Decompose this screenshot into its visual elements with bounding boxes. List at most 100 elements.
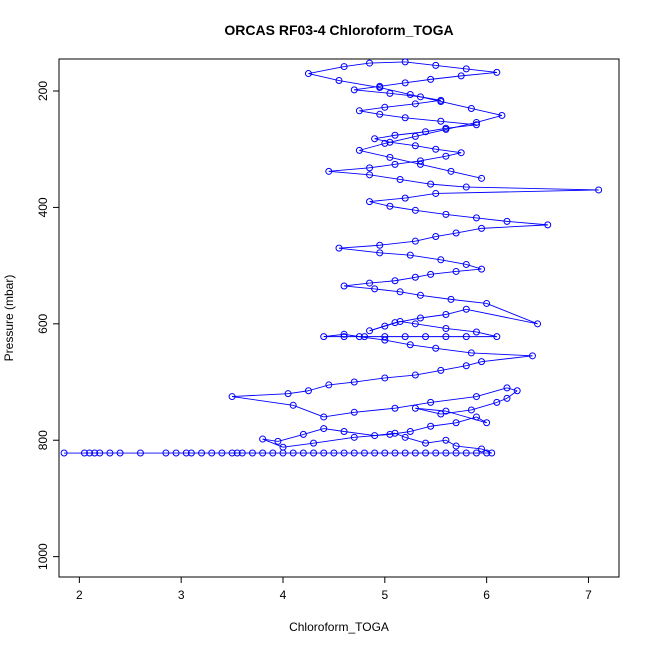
series-segment	[486, 303, 538, 325]
data-point	[467, 406, 475, 414]
data-point	[411, 273, 419, 281]
data-point	[452, 419, 460, 427]
series-segment	[344, 285, 375, 290]
data-point	[391, 277, 399, 285]
data-point	[60, 449, 68, 457]
data-point	[284, 390, 292, 398]
data-point	[366, 327, 374, 335]
data-point	[360, 449, 368, 457]
data-point	[462, 183, 470, 191]
series-segment	[481, 224, 548, 229]
data-point	[406, 427, 414, 435]
data-point	[478, 265, 486, 273]
series-segment	[445, 124, 477, 129]
series-segment	[394, 401, 431, 409]
data-point	[478, 358, 486, 366]
data-point	[457, 72, 465, 80]
data-point	[503, 394, 511, 402]
data-point	[371, 285, 379, 293]
data-point	[350, 433, 358, 441]
series-segment	[420, 163, 452, 172]
data-point	[472, 121, 480, 129]
data-point	[330, 449, 338, 457]
data-point	[401, 79, 409, 87]
data-point	[187, 449, 195, 457]
data-point	[366, 279, 374, 287]
data-point	[457, 149, 465, 157]
data-point	[335, 77, 343, 85]
series-segment	[359, 142, 385, 151]
data-point	[274, 437, 282, 445]
data-point	[447, 167, 455, 175]
series-segment	[369, 61, 406, 64]
series-segment	[466, 308, 538, 325]
data-point	[366, 171, 374, 179]
data-point	[320, 413, 328, 421]
series-segment	[435, 64, 467, 70]
data-point	[437, 410, 445, 418]
data-point	[304, 70, 312, 78]
series-segment	[405, 61, 436, 66]
data-point	[381, 322, 389, 330]
data-point	[350, 86, 358, 94]
data-point	[478, 445, 486, 453]
data-point	[396, 317, 404, 325]
series-segment	[308, 73, 340, 81]
series-segment	[384, 135, 416, 144]
data-point	[381, 139, 389, 147]
data-point	[396, 175, 404, 183]
series-segment	[354, 89, 390, 94]
data-point	[442, 152, 450, 160]
series-segment	[506, 390, 518, 399]
data-point	[493, 398, 501, 406]
series-segment	[415, 369, 441, 376]
data-point	[279, 443, 287, 451]
data-point	[310, 439, 318, 447]
series-segment	[394, 432, 406, 438]
series-segment	[461, 71, 497, 77]
series-segment	[466, 186, 599, 191]
data-point	[340, 427, 348, 435]
series-segment	[481, 355, 533, 363]
series-segment	[344, 282, 370, 287]
series-segment	[344, 431, 375, 437]
series-segment	[323, 411, 355, 418]
data-point	[259, 435, 267, 443]
data-point	[411, 100, 419, 108]
data-point	[427, 398, 435, 406]
series-segment	[476, 387, 508, 398]
data-point	[406, 251, 414, 259]
data-point	[401, 433, 409, 441]
series-segment	[359, 336, 385, 341]
data-point	[391, 429, 399, 437]
data-point	[136, 449, 144, 457]
series-segment	[384, 374, 416, 379]
data-point	[340, 333, 348, 341]
data-point	[182, 449, 190, 457]
data-point	[416, 160, 424, 168]
data-point	[427, 180, 435, 188]
data-point	[391, 160, 399, 168]
series-segment	[369, 280, 396, 284]
y-axis: 200 400 600 800 1000	[36, 81, 59, 570]
series-segment	[445, 328, 477, 333]
series-segment	[506, 220, 548, 226]
series-segment	[415, 323, 446, 329]
data-point	[462, 449, 470, 457]
series-segment	[445, 213, 477, 219]
data-point	[478, 224, 486, 232]
data-point	[340, 330, 348, 338]
x-tick-label: 2	[76, 588, 83, 602]
series-segment	[415, 209, 446, 215]
series-segment	[354, 407, 396, 413]
data-point	[350, 378, 358, 386]
data-point	[437, 366, 445, 374]
series-segment	[440, 259, 467, 265]
series-segment	[359, 106, 385, 112]
data-point	[381, 449, 389, 457]
series-segment	[445, 410, 487, 424]
series-segment	[374, 288, 401, 293]
data-point	[442, 449, 450, 457]
data-point	[366, 198, 374, 206]
series-segment	[308, 66, 345, 74]
